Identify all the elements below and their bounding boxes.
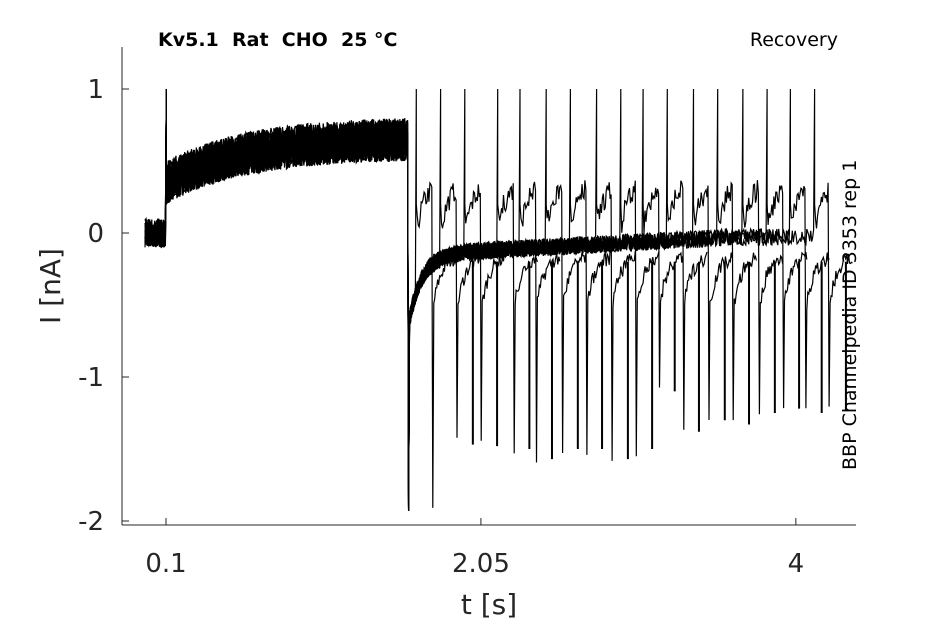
- sweep-trace-17: [144, 88, 853, 511]
- y-tick-label: -2: [78, 507, 104, 537]
- x-axis-label: t [s]: [461, 588, 517, 621]
- y-tick-label: -1: [78, 363, 104, 393]
- y-axis-label: I [nA]: [34, 248, 67, 324]
- x-tick-label: 0.1: [145, 549, 186, 579]
- side-label: BBP Channelpedia ID 3353 rep 1: [839, 160, 861, 470]
- traces: [144, 88, 853, 511]
- y-tick-label: 1: [87, 75, 104, 105]
- y-tick-label: 0: [87, 219, 104, 249]
- chart-subtitle: Recovery: [750, 29, 838, 51]
- x-tick-label: 2.05: [452, 549, 510, 579]
- ticks: 0.1 2.05 4 1 0 -1 -2: [78, 75, 804, 579]
- chart-title: Kv5.1 Rat CHO 25 °C: [158, 29, 398, 51]
- x-tick-label: 4: [788, 549, 805, 579]
- sweep-trace-16: [144, 88, 830, 511]
